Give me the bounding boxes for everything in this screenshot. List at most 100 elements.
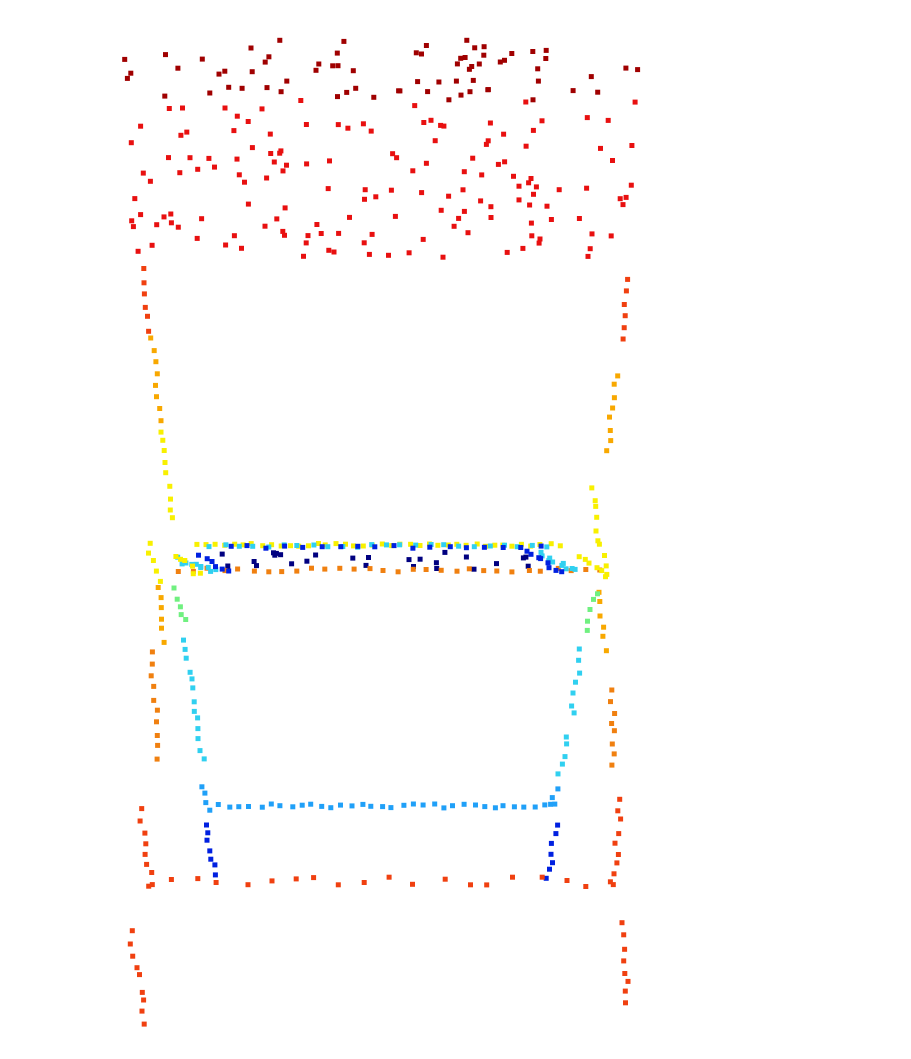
backrest-point: [585, 253, 591, 259]
backrest-point: [528, 176, 534, 181]
left-back-post-point: [167, 507, 173, 513]
left-back-post-point: [151, 697, 157, 703]
seat-edge-point: [417, 543, 423, 548]
backrest-point: [267, 131, 273, 137]
seat-edge-point: [206, 544, 212, 550]
right-front-leg-point: [595, 591, 600, 597]
backrest-point: [314, 222, 320, 227]
backrest-point: [345, 125, 351, 131]
right-front-leg-point: [543, 875, 549, 881]
backrest-point: [278, 148, 284, 154]
right-front-leg-point: [562, 754, 568, 760]
backrest-point: [413, 50, 419, 56]
front-stretcher-point: [532, 804, 538, 810]
right-front-leg-point: [555, 822, 561, 828]
left-back-leg-point: [139, 806, 145, 812]
left-back-post-point: [146, 328, 152, 334]
bottom-stretcher-point: [607, 879, 613, 885]
right-front-leg-point: [585, 618, 590, 624]
right-front-leg-point: [549, 795, 555, 801]
backrest-point: [313, 67, 319, 73]
right-back-post-point: [611, 395, 617, 401]
backrest-point: [479, 172, 485, 178]
left-back-leg-point: [137, 818, 143, 824]
left-front-leg-point: [183, 655, 189, 661]
seat-edge-point: [487, 543, 493, 549]
bottom-stretcher-point: [195, 876, 201, 882]
bottom-stretcher-point: [442, 876, 448, 882]
backrest-point: [336, 230, 342, 236]
backrest-point: [628, 182, 634, 188]
right-back-leg-point: [615, 852, 621, 857]
left-back-leg-point: [142, 830, 148, 836]
right-back-post-point: [623, 288, 629, 294]
front-stretcher-point: [246, 804, 251, 809]
left-front-leg-point: [203, 800, 209, 806]
right-back-leg-point: [621, 958, 627, 964]
right-back-post-point: [621, 325, 627, 331]
seat-underside-point: [254, 563, 259, 569]
seat-edge-point: [492, 542, 498, 548]
seat-underside-point: [463, 554, 469, 560]
backrest-point: [440, 254, 446, 260]
left-back-post-point: [154, 756, 160, 762]
left-back-leg-point: [141, 1021, 147, 1027]
left-back-leg-point: [139, 1008, 145, 1014]
backrest-point: [595, 89, 601, 95]
seat-underside-point: [266, 569, 272, 575]
seat-edge-point: [463, 545, 469, 551]
backrest-point: [362, 187, 368, 193]
front-stretcher-point: [542, 802, 548, 808]
seat-edge-point: [294, 543, 300, 548]
seat-edge-point: [240, 542, 246, 548]
backrest-point: [530, 97, 536, 103]
seat-edge-point: [300, 544, 306, 550]
backrest-point: [278, 89, 284, 95]
backrest-point: [456, 215, 462, 221]
seat-underside-point: [509, 569, 515, 575]
right-back-post-point: [593, 503, 599, 509]
backrest-point: [128, 70, 134, 76]
backrest-point: [530, 127, 536, 133]
backrest-point: [623, 65, 629, 71]
left-back-post-point: [153, 382, 158, 388]
seat-edge-point: [319, 544, 325, 550]
backrest-point: [511, 173, 516, 179]
front-stretcher-point: [473, 802, 478, 808]
right-back-leg-point: [621, 932, 627, 938]
left-back-post-point: [141, 280, 147, 286]
backrest-point: [470, 155, 476, 161]
seat-underside-point: [304, 558, 310, 564]
backrest-point: [331, 249, 337, 255]
backrest-point: [280, 168, 286, 174]
left-back-post-point: [149, 661, 155, 667]
right-back-post-point: [594, 514, 600, 520]
seat-underside-point: [198, 565, 204, 570]
right-front-leg-point: [550, 860, 555, 866]
seat-underside-point: [538, 556, 544, 562]
right-front-leg-point: [548, 851, 554, 857]
right-back-leg-point: [611, 871, 617, 877]
seat-underside-point: [559, 569, 565, 575]
seat-underside-point: [433, 560, 439, 566]
backrest-point: [199, 216, 205, 222]
seat-underside-point: [471, 566, 477, 572]
right-front-leg-point: [548, 840, 554, 846]
front-stretcher-point: [420, 802, 426, 808]
right-front-leg-point: [547, 866, 552, 872]
left-back-leg-point: [149, 882, 155, 888]
left-front-leg-point: [197, 748, 203, 754]
seat-underside-point: [289, 561, 295, 567]
seat-edge-point: [518, 545, 524, 550]
left-back-post-point: [146, 550, 151, 556]
right-front-leg-point: [571, 710, 577, 716]
backrest-point: [423, 43, 429, 48]
backrest-point: [161, 214, 167, 220]
bottom-stretcher-point: [168, 877, 174, 882]
seat-edge-point: [544, 544, 550, 550]
front-stretcher-point: [215, 802, 221, 807]
seat-underside-point: [209, 559, 215, 564]
backrest-point: [305, 233, 311, 239]
backrest-point: [584, 115, 590, 121]
seat-underside-point: [546, 565, 552, 571]
